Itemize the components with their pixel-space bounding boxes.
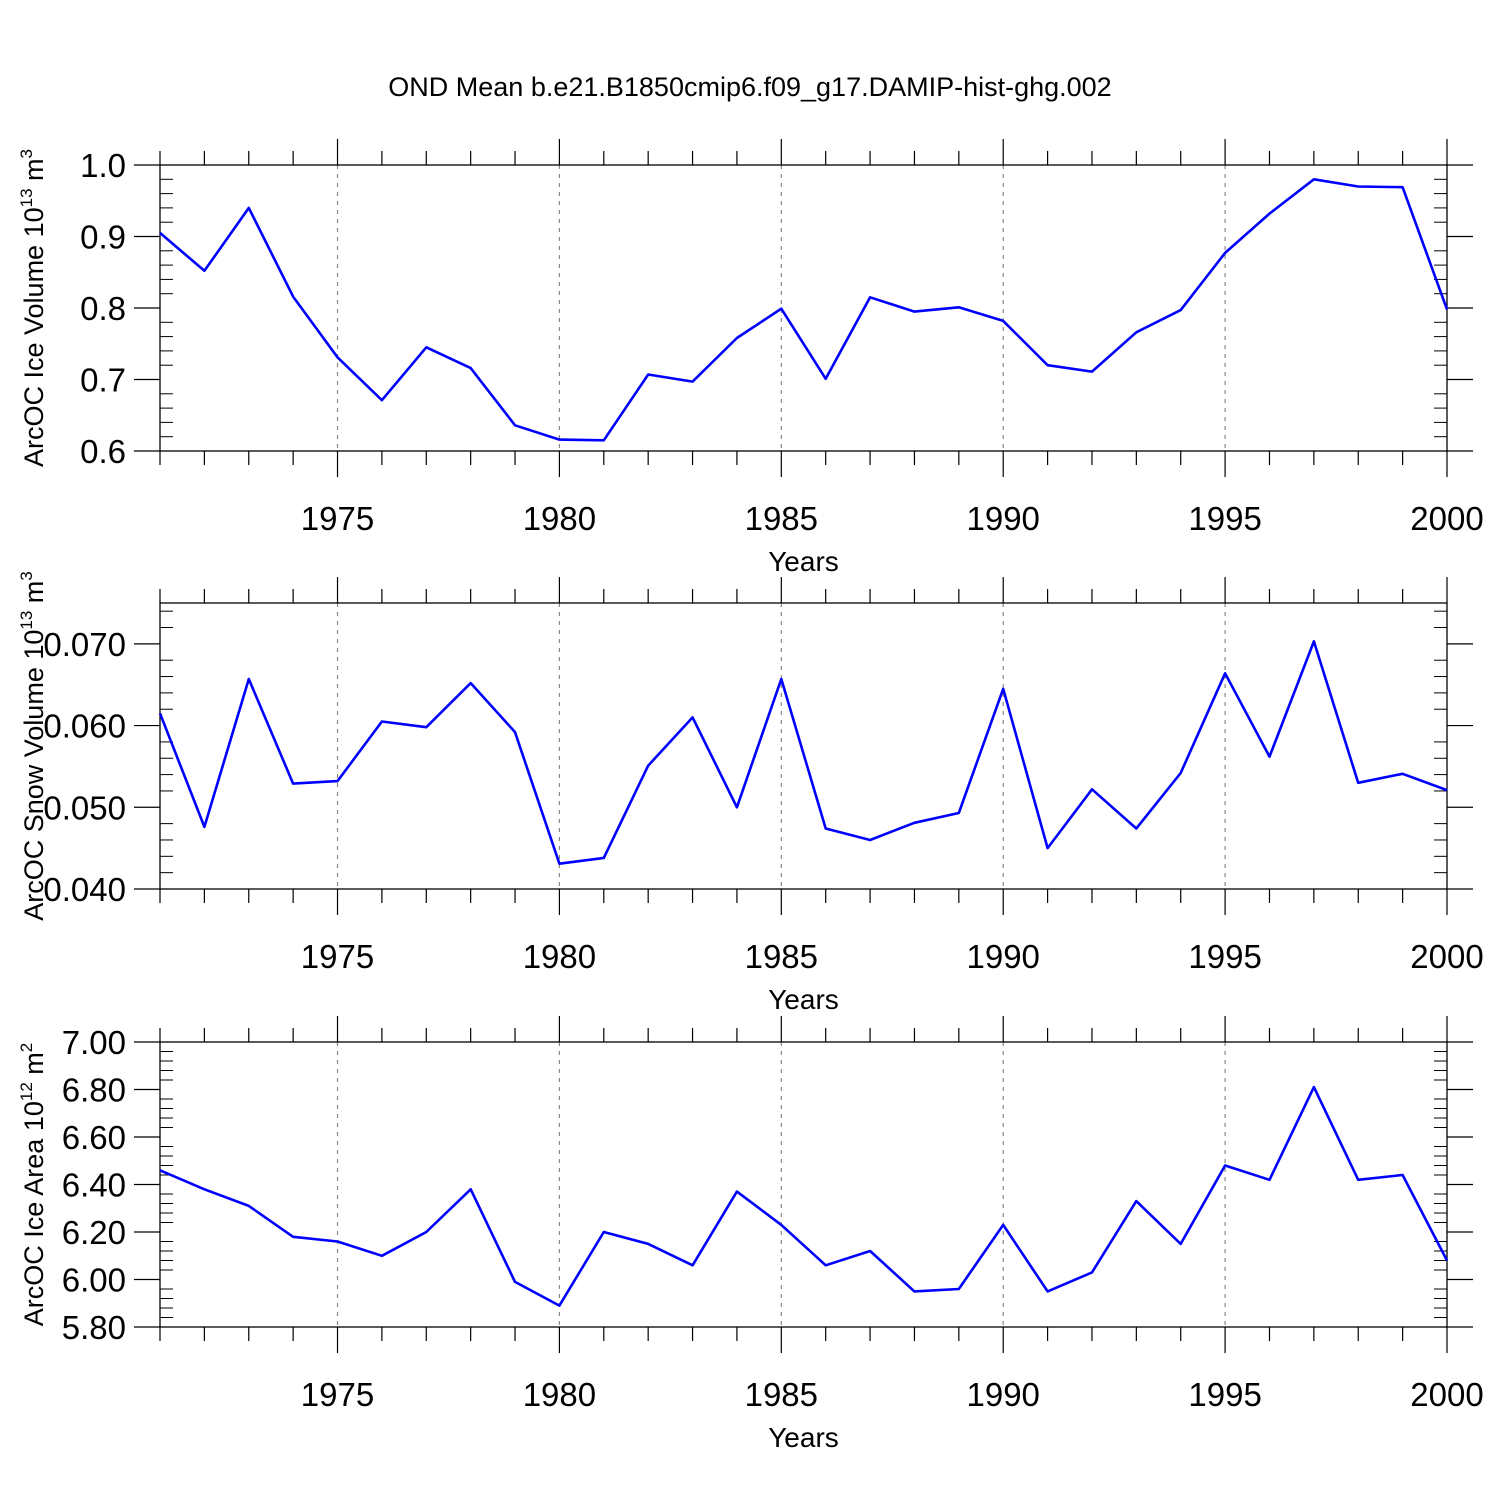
y-tick-label: 7.00 (62, 1024, 126, 1061)
plot-frame (159, 164, 1448, 452)
x-tick-label: 1990 (966, 1376, 1039, 1413)
x-tick-label: 1975 (301, 500, 374, 537)
series-line-ice-volume (159, 178, 1449, 442)
x-tick-label: 1975 (301, 1376, 374, 1413)
x-tick-label: 1990 (966, 500, 1039, 537)
panel-ice-volume: 0.6 0.7 0.8 0.9 1.0 1975 1980 1985 1990 1995 2000 Y… (17, 139, 1484, 577)
panel-ice-area: 5.80 6.00 6.20 6.40 6.60 6.80 7.00 1975 1980 1985… (17, 1016, 1484, 1453)
y-tick-label: 0.7 (80, 362, 126, 399)
y-tick-label: 1.0 (80, 147, 126, 184)
x-axis-title: Years (768, 1422, 839, 1453)
x-tick-label: 2000 (1410, 500, 1483, 537)
x-tick-label: 1995 (1188, 500, 1261, 537)
series-line-snow-volume (158, 640, 1448, 866)
y-tick-label: 0.6 (80, 433, 126, 470)
x-tick-label: 1995 (1188, 938, 1261, 975)
series-line-ice-area (159, 1085, 1449, 1307)
y-tick-label: 0.8 (80, 290, 126, 327)
x-tick-label: 1985 (745, 938, 818, 975)
y-axis-title: ArcOC Snow Volume 1013 m3 (17, 571, 49, 921)
y-tick-label: 0.9 (80, 219, 126, 256)
figure-title: OND Mean b.e21.B1850cmip6.f09_g17.DAMIP-… (388, 72, 1111, 102)
x-tick-label: 1985 (745, 1376, 818, 1413)
y-tick-label: 6.80 (62, 1072, 126, 1109)
y-tick-label: 0.040 (43, 871, 126, 908)
panel-snow-volume: 0.040 0.050 0.060 0.070 1975 1980 1985 1990 1995… (17, 571, 1484, 1015)
y-tick-label: 0.050 (43, 789, 126, 826)
plot-frame (159, 1041, 1448, 1328)
y-axis-title: ArcOC Ice Area 1012 m2 (17, 1043, 49, 1327)
y-tick-label: 6.00 (62, 1262, 126, 1299)
x-tick-label: 1980 (523, 500, 596, 537)
y-tick-label: 6.40 (62, 1167, 126, 1204)
x-tick-label: 2000 (1410, 938, 1483, 975)
y-tick-label: 0.070 (43, 626, 126, 663)
x-axis-title: Years (768, 984, 839, 1015)
x-tick-label: 2000 (1410, 1376, 1483, 1413)
x-tick-label: 1985 (745, 500, 818, 537)
y-axis-title: ArcOC Ice Volume 1013 m3 (17, 149, 49, 467)
plot-frame (159, 602, 1448, 890)
y-tick-label: 0.060 (43, 708, 126, 745)
x-tick-label: 1975 (301, 938, 374, 975)
x-axis-title: Years (768, 546, 839, 577)
x-tick-label: 1990 (966, 938, 1039, 975)
x-tick-label: 1980 (523, 1376, 596, 1413)
y-tick-label: 6.60 (62, 1119, 126, 1156)
x-tick-label: 1995 (1188, 1376, 1261, 1413)
x-tick-label: 1980 (523, 938, 596, 975)
y-tick-label: 6.20 (62, 1214, 126, 1251)
y-tick-label: 5.80 (62, 1309, 126, 1346)
